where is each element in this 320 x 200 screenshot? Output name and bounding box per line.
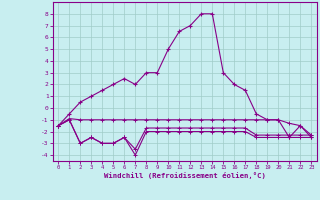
X-axis label: Windchill (Refroidissement éolien,°C): Windchill (Refroidissement éolien,°C) bbox=[104, 172, 266, 179]
